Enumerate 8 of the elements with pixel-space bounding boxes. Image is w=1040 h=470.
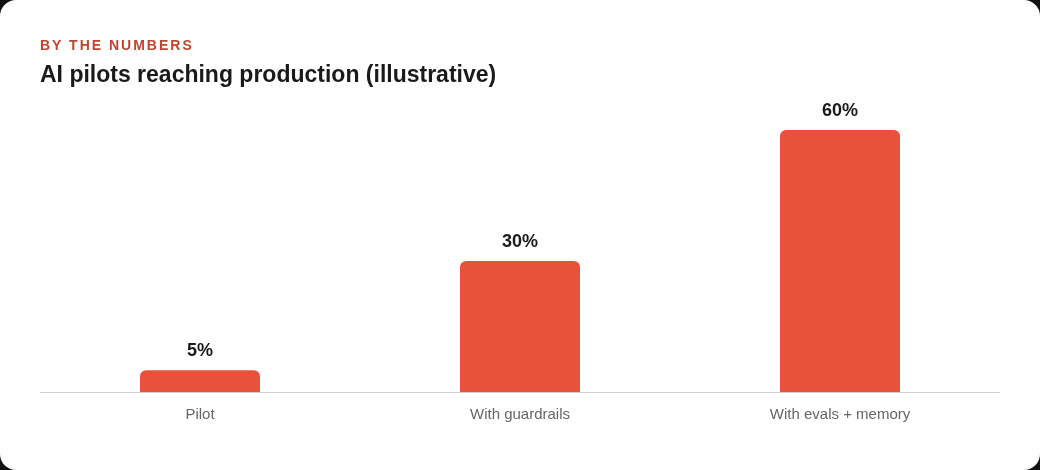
chart-subtitle: BY THE NUMBERS bbox=[40, 37, 194, 53]
data-label: 60% bbox=[821, 99, 859, 120]
x-tick-label: With evals + memory bbox=[769, 405, 911, 423]
x-tick-label: Pilot bbox=[185, 405, 216, 423]
data-label: 30% bbox=[501, 230, 539, 251]
chart-title: AI pilots reaching production (illustrative) bbox=[40, 61, 497, 88]
data-label: 5% bbox=[186, 340, 214, 361]
x-tick-label: With guardrails bbox=[469, 405, 571, 423]
